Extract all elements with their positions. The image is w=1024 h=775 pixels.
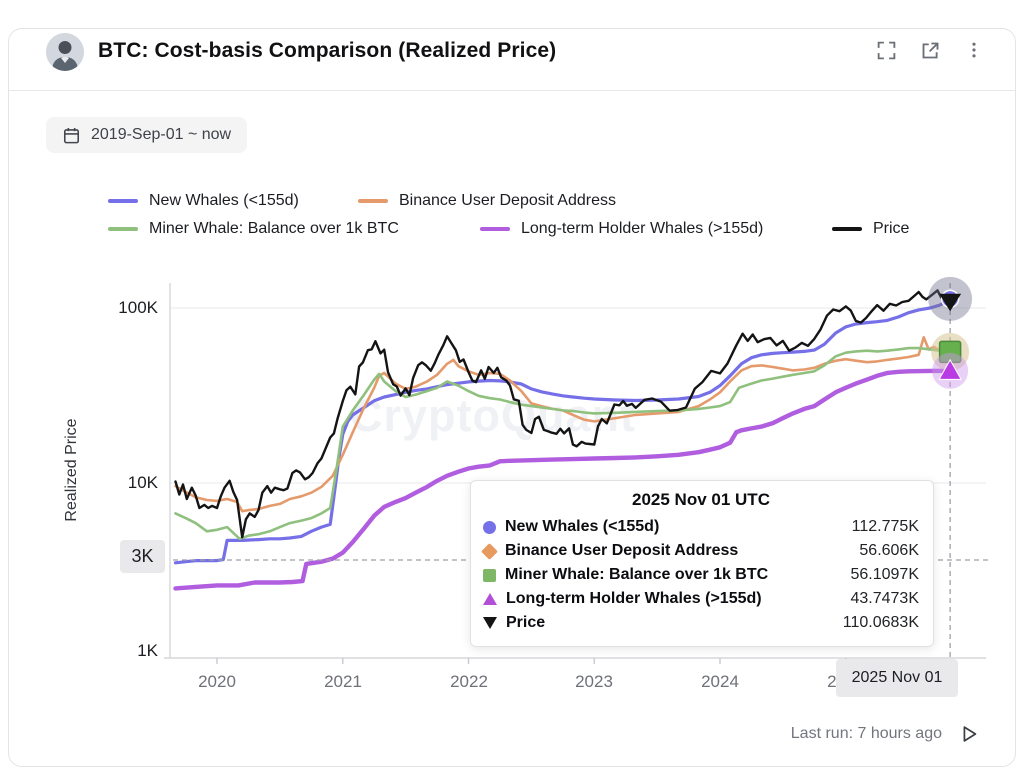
crosshair-x-badge: 2025 Nov 01 [836, 659, 958, 697]
run-query-button[interactable] [956, 721, 982, 747]
kebab-menu-icon [972, 42, 976, 58]
y-axis-title: Realized Price [63, 418, 80, 522]
tooltip-row: New Whales (<155d) 112.775K [483, 515, 919, 539]
legend-swatch [108, 227, 138, 231]
tooltip-series-label: Long-term Holder Whales (>155d) [506, 590, 762, 607]
tooltip-row: Binance User Deposit Address 56.606K [481, 539, 919, 563]
x-tick-2023: 2023 [575, 672, 613, 691]
legend-label: New Whales (<155d) [149, 192, 299, 209]
date-range-chip[interactable]: 2019-Sep-01 ~ now [46, 117, 248, 153]
legend-swatch [832, 227, 862, 231]
chart-tooltip: 2025 Nov 01 UTC New Whales (<155d) 112.7… [470, 480, 934, 647]
legend-item-miner-whale[interactable]: Miner Whale: Balance over 1k BTC [108, 220, 399, 238]
legend-label: Miner Whale: Balance over 1k BTC [149, 220, 399, 237]
date-range-label: 2019-Sep-01 ~ now [91, 126, 232, 143]
avatar[interactable] [46, 33, 84, 71]
triangle-down-marker-icon [483, 617, 497, 629]
x-tick-2020: 2020 [198, 672, 236, 691]
legend-item-lth-whales[interactable]: Long-term Holder Whales (>155d) [480, 220, 763, 238]
tooltip-series-value: 56.606K [859, 542, 919, 559]
y-tick-100k: 100K [118, 298, 158, 317]
calendar-icon [63, 127, 80, 143]
legend-item-binance-deposit[interactable]: Binance User Deposit Address [358, 192, 616, 210]
legend-label: Binance User Deposit Address [399, 192, 616, 209]
x-tick-2021: 2021 [324, 672, 362, 691]
fullscreen-button[interactable] [874, 38, 898, 62]
triangle-up-marker-icon [483, 593, 497, 605]
tooltip-row: Long-term Holder Whales (>155d) 43.7473K [483, 587, 919, 611]
header-divider [9, 90, 1015, 91]
tooltip-date-title: 2025 Nov 01 UTC [632, 490, 770, 509]
legend-swatch [480, 227, 510, 231]
header: BTC: Cost-basis Comparison (Realized Pri… [8, 28, 1016, 90]
y-tick-10k: 10K [127, 473, 158, 492]
tooltip-series-label: Miner Whale: Balance over 1k BTC [505, 566, 769, 583]
open-external-button[interactable] [918, 38, 942, 62]
square-marker-icon [483, 568, 496, 582]
tooltip-series-label: Binance User Deposit Address [505, 542, 739, 559]
legend-label: Price [873, 220, 910, 237]
tooltip-series-value: 43.7473K [850, 590, 919, 607]
fullscreen-icon [877, 41, 895, 59]
legend-label: Long-term Holder Whales (>155d) [521, 220, 764, 237]
x-tick-2024: 2024 [701, 672, 739, 691]
page-title: BTC: Cost-basis Comparison (Realized Pri… [98, 39, 557, 62]
person-photo-icon [46, 33, 84, 71]
open-in-new-icon [922, 42, 938, 58]
tooltip-row: Price 110.0683K [483, 611, 919, 635]
play-icon [963, 726, 977, 742]
tooltip-series-value: 110.0683K [842, 614, 919, 631]
diamond-marker-icon [481, 542, 498, 560]
y-tick-1k: 1K [137, 641, 158, 660]
tooltip-row: Miner Whale: Balance over 1k BTC 56.1097… [483, 563, 919, 587]
legend-item-new-whales[interactable]: New Whales (<155d) [108, 192, 299, 210]
x-tick-2022: 2022 [450, 672, 488, 691]
header-actions [874, 38, 986, 62]
legend-item-price[interactable]: Price [832, 220, 909, 238]
legend-swatch [108, 199, 138, 203]
tooltip-series-value: 56.1097K [850, 566, 919, 583]
circle-marker-icon [483, 520, 496, 534]
more-options-button[interactable] [962, 38, 986, 62]
tooltip-series-label: Price [506, 614, 546, 631]
last-run-label: Last run: 7 hours ago [790, 725, 942, 742]
tooltip-series-value: 112.775K [851, 518, 919, 535]
legend-swatch [358, 199, 388, 203]
tooltip-series-label: New Whales (<155d) [505, 518, 660, 535]
footer: Last run: 7 hours ago [791, 721, 982, 747]
crosshair-y-badge: 3K [120, 540, 165, 573]
